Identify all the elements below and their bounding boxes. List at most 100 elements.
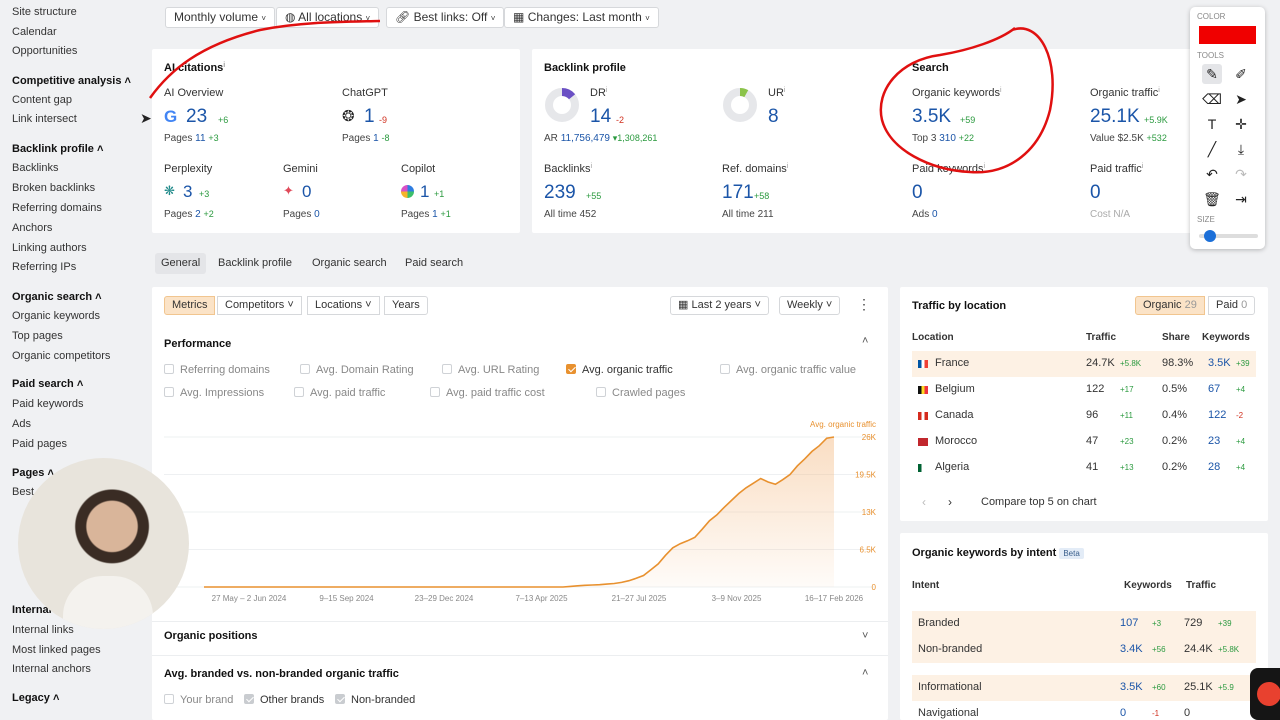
intent-row[interactable]: Non-branded 3.4K +56 24.4K +5.8K (912, 637, 1256, 663)
best-links-dropdown[interactable]: 🔗︎ Best links: Off ˅ (386, 7, 505, 28)
trash-icon[interactable]: 🗑 (1203, 191, 1221, 207)
organic-keywords-value[interactable]: 3.5K (912, 106, 952, 127)
sidebar-item[interactable]: Best (12, 486, 35, 498)
sidebar-item[interactable]: Broken backlinks (12, 182, 96, 194)
intent-row[interactable]: Branded 107 +3 729 +39 (912, 611, 1256, 637)
more-menu-icon[interactable]: ⋮ (857, 296, 871, 312)
exit-icon[interactable]: ⇥ (1235, 191, 1247, 207)
sidebar-item[interactable]: Referring domains (12, 202, 102, 214)
sidebar-item[interactable]: Linking authors (12, 242, 87, 254)
refdomains-value[interactable]: 171 (722, 182, 754, 203)
sidebar-item[interactable]: Top pages (12, 330, 63, 342)
metric-checkbox[interactable]: Avg. organic traffic value (720, 364, 856, 376)
organic-toggle[interactable]: Organic 29 (1135, 296, 1205, 315)
metric-checkbox[interactable]: Crawled pages (596, 387, 685, 399)
sidebar-item[interactable]: Internal anchors (12, 663, 91, 675)
size-slider-handle[interactable] (1204, 230, 1217, 242)
chevron-up-icon[interactable]: ˄ (862, 335, 869, 347)
metric-checkbox[interactable]: Avg. Impressions (164, 387, 264, 399)
copilot-value[interactable]: 1 (420, 182, 430, 201)
chevron-down-icon[interactable]: ˅ (862, 630, 869, 642)
competitors-toggle[interactable]: Competitors ˅ (217, 296, 302, 315)
paid-toggle[interactable]: Paid 0 (1208, 296, 1256, 315)
download-icon[interactable]: ⤓ (1237, 141, 1245, 157)
monthly-volume-dropdown[interactable]: Monthly volume ˅ (165, 7, 276, 28)
tab-paid-search[interactable]: Paid search (405, 257, 464, 269)
sidebar-item[interactable]: Paid keywords (12, 398, 84, 410)
next-page-icon[interactable]: › (948, 495, 952, 509)
sidebar-section-header[interactable]: Legacy ˄ (12, 692, 60, 704)
sidebar-item[interactable]: Organic keywords (12, 310, 101, 322)
sidebar-item[interactable]: Ads (12, 418, 31, 430)
sidebar-item[interactable]: Content gap (12, 94, 72, 106)
metric-checkbox[interactable]: Avg. URL Rating (442, 364, 539, 376)
non-branded-checkbox[interactable]: Non-branded (335, 694, 415, 706)
sidebar-item[interactable]: Backlinks (12, 162, 59, 174)
sidebar-item[interactable]: Opportunities (12, 45, 78, 57)
metrics-toggle[interactable]: Metrics (164, 296, 216, 315)
metric-checkbox[interactable]: Avg. organic traffic (566, 364, 673, 376)
text-icon[interactable]: T (1207, 116, 1217, 132)
your-brand-checkbox[interactable]: Your brand (164, 694, 233, 706)
tab-general[interactable]: General (155, 253, 207, 274)
backlinks-value[interactable]: 239 (544, 182, 576, 203)
marker-icon[interactable]: ✐ (1235, 66, 1247, 82)
eraser-icon[interactable]: ⌫ (1202, 91, 1222, 107)
location-row[interactable]: France 24.7K +5.8K 98.3% 3.5K +39 (912, 351, 1256, 377)
organic-positions-title[interactable]: Organic positions (164, 630, 258, 642)
sidebar-item[interactable]: Paid pages (12, 438, 68, 450)
sidebar-section-header[interactable]: Organic search ˄ (12, 291, 102, 303)
sidebar-section-header[interactable]: Backlink profile ˄ (12, 143, 104, 155)
sidebar-section-header[interactable]: Competitive analysis ˄ (12, 75, 131, 87)
sidebar-item[interactable]: Internal links (12, 624, 74, 636)
organic-traffic-chart[interactable]: 26K 19.5K 13K 6.5K 0 Avg. organic traffic 27 M… (152, 407, 888, 607)
dr-value[interactable]: 14 (590, 106, 612, 127)
ur-value[interactable]: 8 (768, 106, 779, 127)
sidebar-item[interactable]: Organic competitors (12, 350, 111, 362)
ai-overview-value[interactable]: 23 (186, 106, 208, 127)
interval-dropdown[interactable]: Weekly ˅ (779, 296, 841, 315)
sidebar-item[interactable]: Link intersect (12, 113, 77, 125)
organic-traffic-value[interactable]: 25.1K (1090, 106, 1140, 127)
sidebar-item[interactable]: Calendar (12, 26, 57, 38)
sidebar-item[interactable]: Referring IPs (12, 261, 77, 273)
chat-widget[interactable] (1250, 668, 1280, 720)
location-row[interactable]: Morocco 47 +23 0.2% 23 +4 (912, 429, 1256, 455)
years-toggle[interactable]: Years (384, 296, 428, 315)
paid-traffic-value[interactable]: 0 (1090, 182, 1101, 203)
sidebar-section-header[interactable]: Paid search ˄ (12, 378, 84, 390)
period-dropdown[interactable]: ▦ Last 2 years ˅ (670, 296, 769, 315)
location-row[interactable]: Canada 96 +11 0.4% 122 -2 (912, 403, 1256, 429)
intent-row[interactable]: Navigational 0 -1 0 (912, 701, 1256, 720)
sidebar-item[interactable]: Most linked pages (12, 644, 101, 656)
chat-icon[interactable] (1257, 682, 1280, 706)
color-swatch[interactable] (1199, 26, 1256, 44)
redo-icon[interactable]: ↷ (1235, 166, 1247, 182)
paid-keywords-value[interactable]: 0 (912, 182, 923, 203)
move-icon[interactable]: ✛ (1235, 116, 1247, 132)
other-brands-checkbox[interactable]: Other brands (244, 694, 324, 706)
locations-toggle[interactable]: Locations ˅ (307, 296, 380, 315)
pen-icon[interactable]: ✎ (1202, 64, 1222, 84)
location-row[interactable]: Belgium 122 +17 0.5% 67 +4 (912, 377, 1256, 403)
sidebar-section-header[interactable]: Pages ˄ (12, 467, 54, 479)
tab-organic-search[interactable]: Organic search (312, 257, 387, 269)
locations-dropdown[interactable]: ◍ All locations ˅ (276, 7, 380, 28)
intent-row[interactable]: Informational 3.5K +60 25.1K +5.9 (912, 675, 1256, 701)
size-slider[interactable] (1199, 230, 1258, 242)
changes-dropdown[interactable]: ▦ Changes: Last month ˅ (504, 7, 659, 28)
compare-top5-link[interactable]: Compare top 5 on chart (981, 496, 1097, 508)
metric-checkbox[interactable]: Avg. paid traffic (294, 387, 385, 399)
metric-checkbox[interactable]: Avg. paid traffic cost (430, 387, 545, 399)
chevron-up-icon[interactable]: ˄ (862, 667, 869, 679)
chatgpt-value[interactable]: 1 (364, 106, 375, 127)
tab-backlink-profile[interactable]: Backlink profile (218, 257, 292, 269)
sidebar-item[interactable]: Anchors (12, 222, 53, 234)
perplexity-value[interactable]: 3 (183, 182, 193, 201)
location-row[interactable]: Algeria 41 +13 0.2% 28 +4 (912, 455, 1256, 481)
line-icon[interactable]: ╱ (1207, 141, 1217, 157)
gemini-value[interactable]: 0 (302, 182, 312, 201)
metric-checkbox[interactable]: Avg. Domain Rating (300, 364, 414, 376)
prev-page-icon[interactable]: ‹ (922, 495, 926, 509)
pointer-icon[interactable]: ➤ (1235, 91, 1247, 107)
